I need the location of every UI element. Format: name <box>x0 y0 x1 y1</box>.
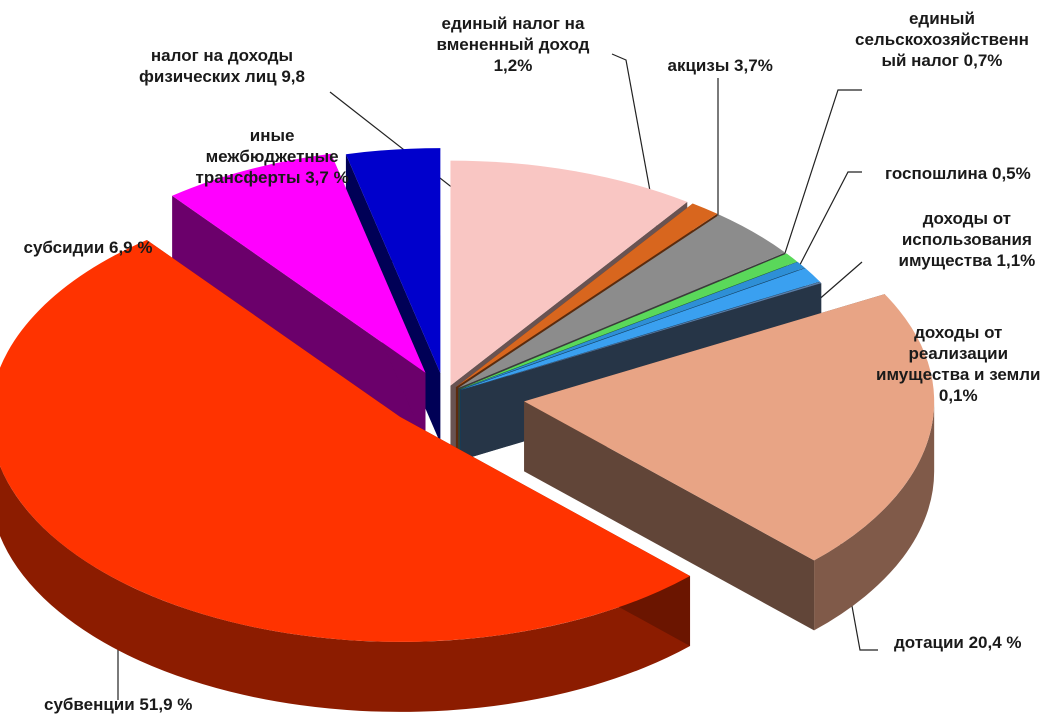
slice-top-5 <box>459 261 805 390</box>
slice-side-9 <box>0 465 691 712</box>
slice-label-line: налог на доходы <box>150 46 294 65</box>
slice-label-3: акцизы 3,7% <box>668 55 773 76</box>
leader-line-4 <box>759 89 862 331</box>
slice-label-10: субсидии 6,9 % <box>24 237 153 258</box>
slice-8 <box>524 294 935 631</box>
slice-side-8 <box>814 401 935 631</box>
slice-top-6 <box>460 268 820 390</box>
slice-top-9 <box>0 239 691 642</box>
slice-label-9: субвенции 51,9 % <box>44 694 192 715</box>
slice-top-4 <box>459 253 798 390</box>
slice-label-line: акцизы 3,7% <box>667 56 773 75</box>
slice-top-11 <box>345 148 441 374</box>
slice-label-8: дотации 20,4 % <box>894 632 1022 653</box>
slice-top-10 <box>172 153 426 373</box>
slice-label-line: реализации <box>908 344 1009 363</box>
slice-label-line: иные <box>249 126 295 145</box>
slice-label-line: имущества 1,1% <box>898 251 1036 270</box>
slice-label-1: налог на доходы физических лиц 9,8 <box>139 45 305 87</box>
slice-top-1 <box>450 160 688 386</box>
slice-top-7 <box>460 281 822 391</box>
slice-label-6: доходы от использования имущества 1,1% <box>899 208 1036 271</box>
slice-label-line: госпошлина 0,5% <box>885 164 1031 183</box>
slice-9 <box>0 239 691 712</box>
slice-label-line: физических лиц 9,8 <box>139 67 305 86</box>
slice-label-2: единый налог на вмененный доход 1,2% <box>437 13 590 76</box>
slice-top-8 <box>524 294 935 561</box>
slice-label-line: доходы от <box>922 209 1012 228</box>
slice-label-5: госпошлина 0,5% <box>885 163 1031 184</box>
slice-label-4: единый сельскохозяйственн ый налог 0,7% <box>855 8 1029 71</box>
slice-label-11: иные межбюджетные трансферты 3,7 % <box>196 125 349 188</box>
slice-label-line: 1,2% <box>493 56 533 75</box>
slice-label-line: вмененный доход <box>436 35 590 54</box>
slice-cut-8 <box>524 401 815 631</box>
slice-top-2 <box>455 203 718 388</box>
slice-label-line: субвенции 51,9 % <box>44 695 193 714</box>
slice-label-7: доходы от реализации имущества и земли 0,1% <box>876 322 1040 406</box>
slice-label-line: сельскохозяйственн <box>855 30 1029 49</box>
slice-label-line: субсидии 6,9 % <box>23 238 153 257</box>
slice-label-line: 0,1% <box>938 386 978 405</box>
slice-label-line: трансферты 3,7 % <box>195 168 349 187</box>
slice-label-line: имущества и земли <box>876 365 1041 384</box>
slice-label-line: межбюджетные <box>205 147 339 166</box>
slice-top-3 <box>458 214 786 389</box>
slice-cut-10 <box>172 195 426 443</box>
pie-slices <box>0 148 935 712</box>
slice-label-line: единый <box>908 9 975 28</box>
slice-label-line: доходы от <box>914 323 1003 342</box>
slice-label-line: ый налог 0,7% <box>881 51 1003 70</box>
slice-label-line: использования <box>901 230 1032 249</box>
slice-10 <box>172 153 426 443</box>
slice-label-line: единый налог на <box>441 14 585 33</box>
slice-label-line: дотации 20,4 % <box>894 633 1022 652</box>
